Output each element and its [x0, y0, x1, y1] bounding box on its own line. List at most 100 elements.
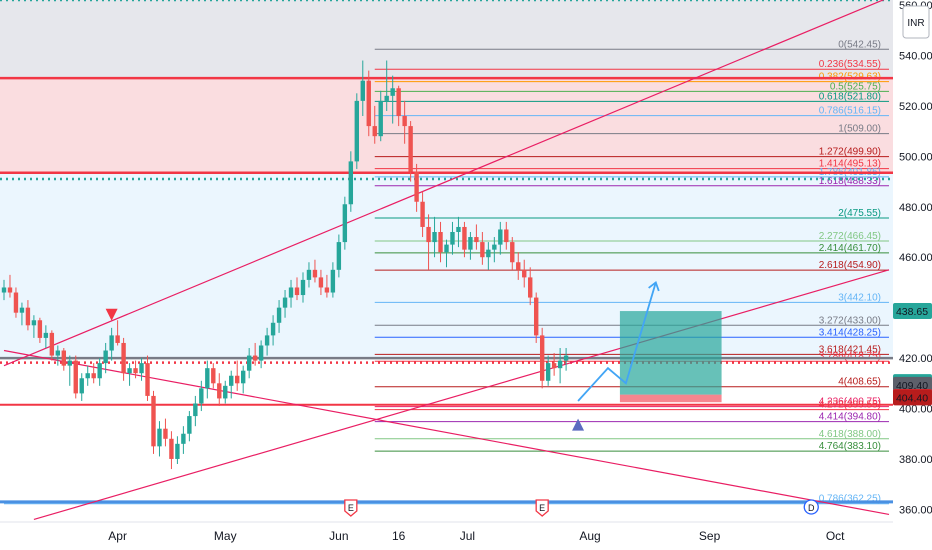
event-marker-label-2: D: [808, 503, 815, 513]
earnings-marker-0: [344, 499, 358, 517]
candle-body-8: [49, 332, 55, 356]
time-axis-background: [0, 522, 932, 550]
price-badge-bg-0: [893, 303, 932, 320]
price-tick-8: 520.00: [899, 101, 932, 113]
candle-body-18: [109, 335, 114, 351]
candle-body-70: [420, 201, 425, 227]
price-badge-0: 438.65: [893, 303, 932, 320]
candle-body-23: [139, 363, 144, 374]
time-tick-6: Sep: [699, 529, 721, 543]
candle-body-80: [480, 242, 485, 258]
candle-body-84: [504, 229, 509, 243]
candle-body-67: [402, 116, 407, 127]
horizontal-lines-layer: [0, 0, 893, 504]
currency-button-frame[interactable]: [902, 5, 930, 39]
currency-button[interactable]: INR: [902, 5, 930, 39]
candle-body-61: [366, 80, 371, 127]
candle-body-81: [486, 249, 491, 258]
candle-body-89: [533, 297, 539, 336]
candle-body-66: [396, 88, 401, 116]
candle-body-73: [438, 232, 443, 253]
candle-body-32: [193, 403, 198, 417]
fib-level-label-23: 4.414(394.80): [819, 412, 881, 423]
fib-level-label-1: 0.236(534.55): [819, 59, 881, 70]
price-axis-background: [893, 0, 932, 550]
candle-body-19: [115, 335, 120, 343]
candle-body-4: [25, 307, 31, 326]
currency-label[interactable]: INR: [907, 18, 924, 29]
candle-body-79: [474, 237, 479, 243]
price-tick-0: 360.00: [899, 504, 932, 516]
earnings-marker-1: [535, 499, 549, 517]
fib-level-label-17: 3.414(428.25): [819, 327, 881, 338]
candle-body-38: [229, 375, 234, 386]
fib-level-label-21: 4.236(400.75): [819, 397, 881, 408]
fib-level-label-7: 1.272(499.90): [819, 147, 881, 158]
candle-body-45: [270, 322, 276, 336]
candle-body-47: [282, 297, 288, 308]
fib-level-label-3: 0.5(525.75): [830, 81, 881, 92]
candle-body-11: [67, 360, 72, 366]
candle-body-44: [264, 335, 270, 346]
price-tick-6: 480.00: [899, 202, 932, 214]
fibonacci-layer: 0(542.45)0.236(534.55)0.382(529.63)0.5(5…: [4, 39, 889, 505]
candle-body-6: [37, 320, 43, 338]
buy-signal-triangle-1: [572, 418, 585, 431]
candle-body-56: [336, 242, 342, 270]
candle-body-78: [468, 237, 473, 250]
time-tick-0: Apr: [108, 529, 127, 543]
candle-body-54: [324, 287, 330, 293]
signal-markers-layer: [105, 308, 585, 431]
candle-body-35: [211, 368, 216, 384]
time-tick-1: May: [214, 529, 237, 543]
candle-body-21: [127, 368, 132, 374]
fib-level-label-14: 2.618(454.90): [819, 260, 881, 271]
fib-level-label-11: 2(475.55): [838, 208, 881, 219]
fib-level-label-25: 4.764(383.10): [819, 441, 881, 452]
price-tick-7: 500.00: [899, 151, 932, 163]
candle-body-90: [539, 335, 545, 381]
candle-body-42: [252, 355, 258, 361]
candle-body-94: [563, 355, 569, 361]
candle-body-71: [426, 226, 431, 243]
fib-level-label-5: 0.786(516.15): [819, 106, 881, 117]
candle-body-64: [384, 95, 389, 101]
candle-body-14: [85, 373, 90, 379]
fib-level-label-4: 0.618(521.80): [819, 91, 881, 102]
candle-body-0: [1, 287, 7, 293]
trendline-0: [3, 0, 885, 367]
candle-body-9: [55, 350, 61, 356]
event-marker-label-0: E: [348, 503, 354, 513]
candle-body-91: [545, 363, 551, 381]
fib-level-label-8: 1.414(495.13): [819, 159, 881, 170]
candle-body-2: [13, 292, 19, 313]
candle-body-72: [432, 232, 437, 243]
candle-body-15: [91, 373, 96, 379]
fib-level-label-9: 1.618(488.33): [819, 176, 881, 187]
candle-body-62: [372, 126, 377, 137]
position-box-layer: [619, 311, 722, 403]
projection-path: [577, 282, 657, 402]
candle-body-55: [330, 269, 336, 293]
dividend-marker-2: [803, 499, 819, 515]
fib-level-label-12: 2.272(466.45): [819, 231, 881, 242]
fib-level-label-0: 0(542.45): [838, 39, 881, 50]
candle-body-17: [103, 350, 108, 364]
candle-body-63: [378, 100, 383, 137]
price-tick-5: 460.00: [899, 252, 932, 264]
candle-body-59: [354, 100, 360, 162]
candle-body-60: [360, 80, 365, 101]
candle-body-39: [235, 375, 240, 384]
time-tick-3: 16: [392, 529, 406, 543]
candle-body-5: [31, 320, 37, 326]
candle-body-65: [390, 88, 395, 96]
fib-level-label-13: 2.414(461.70): [819, 243, 881, 254]
candle-body-29: [175, 443, 180, 459]
candle-body-24: [145, 363, 150, 396]
candle-body-50: [300, 279, 306, 296]
price-badge-bg-4: [893, 389, 932, 406]
candles-layer: [1, 60, 569, 470]
